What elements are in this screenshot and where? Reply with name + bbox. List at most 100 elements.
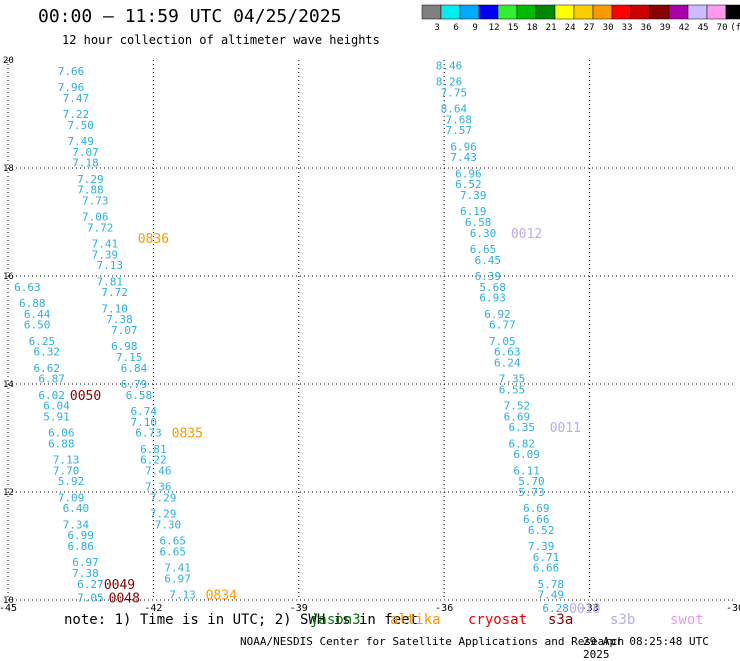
- wave-height-value: 6.24: [494, 356, 521, 369]
- wave-height-value: 7.50: [67, 119, 94, 132]
- wave-height-value: 7.29: [150, 491, 177, 504]
- colorbar-swatch: [725, 4, 740, 20]
- y-tick-label: 10: [3, 596, 14, 606]
- wave-height-value: 6.44: [24, 308, 51, 321]
- wave-height-value: 6.40: [63, 502, 90, 515]
- wave-height-value: 6.71: [533, 551, 560, 564]
- wave-height-value: 6.92: [484, 308, 511, 321]
- wave-height-value: 7.49: [67, 135, 94, 148]
- generated-timestamp: 29 Apr 08:25:48 UTC 2025: [583, 635, 709, 661]
- wave-height-value: 6.88: [19, 297, 46, 310]
- y-tick-label: 16: [3, 272, 14, 282]
- wave-height-value: 6.96: [455, 167, 482, 180]
- wave-height-value: 6.52: [455, 178, 482, 191]
- wave-height-value: 6.39: [475, 270, 502, 283]
- wave-height-value: 7.75: [441, 86, 468, 99]
- x-tick-label: -45: [0, 603, 17, 614]
- wave-height-value: 6.11: [513, 464, 540, 477]
- colorbar-label: 27: [584, 23, 595, 33]
- wave-height-value: 7.29: [150, 508, 177, 521]
- y-tick-label: 12: [3, 488, 14, 498]
- x-tick-label: -33: [581, 603, 599, 614]
- mission-legend-s3a: s3a: [548, 612, 574, 628]
- colorbar-swatch: [649, 4, 670, 20]
- wave-height-value: 6.69: [523, 502, 550, 515]
- wave-height-value: 6.96: [450, 140, 477, 153]
- pass-time-label: 0049: [104, 578, 135, 593]
- colorbar-swatch: [421, 4, 442, 20]
- wave-height-value: 7.39: [92, 248, 119, 261]
- wave-height-value: 7.72: [87, 221, 114, 234]
- wave-height-value: 7.39: [460, 189, 487, 202]
- wave-height-value: 6.63: [14, 281, 41, 294]
- colorbar-swatch: [668, 4, 689, 20]
- pass-time-label: 0048: [109, 591, 140, 606]
- colorbar-swatch: [573, 4, 594, 20]
- pass-time-label: 0011: [550, 421, 581, 436]
- colorbar-label: 18: [527, 23, 538, 33]
- wave-height-value: 5.91: [43, 410, 70, 423]
- wave-height-value: 6.66: [533, 562, 560, 575]
- colorbar-swatch: [706, 4, 727, 20]
- wave-height-value: 7.18: [72, 157, 99, 170]
- wave-height-value: 6.22: [140, 454, 167, 467]
- wave-height-value: 7.13: [53, 454, 80, 467]
- wave-height-value: 6.84: [121, 362, 148, 375]
- wave-height-value: 6.04: [43, 400, 70, 413]
- wave-height-value: 6.52: [528, 524, 555, 537]
- colorbar-label: 3: [434, 23, 439, 33]
- wave-height-value: 7.49: [538, 589, 565, 602]
- colorbar-label: 45: [698, 23, 709, 33]
- wave-height-value: 7.73: [82, 194, 109, 207]
- wave-height-value: 5.68: [479, 281, 506, 294]
- x-tick-label: -42: [144, 603, 162, 614]
- wave-height-value: 6.65: [160, 545, 187, 558]
- x-tick-label: -36: [435, 603, 453, 614]
- wave-height-value: 6.25: [29, 335, 56, 348]
- y-tick-label: 18: [3, 164, 14, 174]
- wave-height-value: 6.09: [513, 448, 540, 461]
- wave-height-value: 6.93: [479, 292, 506, 305]
- wave-height-value: 7.88: [77, 184, 104, 197]
- wave-height-value: 6.97: [72, 556, 99, 569]
- wave-height-value: 6.77: [489, 319, 516, 332]
- wave-height-value: 5.78: [538, 578, 565, 591]
- mission-legend-cryosat: cryosat: [468, 612, 528, 628]
- wave-height-value: 6.74: [130, 405, 157, 418]
- mission-legend-jason3: jason3: [310, 612, 361, 628]
- wave-height-value: 5.92: [58, 475, 85, 488]
- pass-time-label: 0012: [511, 227, 542, 242]
- colorbar-label: 12: [489, 23, 500, 33]
- wave-height-value: 7.81: [97, 275, 124, 288]
- colorbar-swatch: [440, 4, 461, 20]
- wave-height-value: 6.02: [38, 389, 65, 402]
- wave-height-value: 5.70: [518, 475, 545, 488]
- wave-height-value: 7.36: [145, 481, 172, 494]
- wave-height-value: 6.65: [470, 243, 497, 256]
- y-tick-label: 20: [3, 56, 14, 66]
- colorbar-swatch: [630, 4, 651, 20]
- pass-time-label: 0050: [70, 389, 101, 404]
- wave-height-value: 8.26: [436, 76, 463, 89]
- wave-height-value: 6.63: [494, 346, 521, 359]
- wave-height-value: 6.69: [504, 410, 531, 423]
- wave-height-value: 7.41: [92, 238, 119, 251]
- wave-height-value: 6.73: [135, 427, 162, 440]
- wave-height-value: 6.27: [77, 578, 104, 591]
- colorbar-label: 24: [565, 23, 576, 33]
- wave-height-value: 7.10: [101, 302, 128, 315]
- pass-time-label: 0835: [172, 427, 203, 442]
- wave-height-value: 6.65: [160, 535, 187, 548]
- wave-height-value: 6.06: [48, 427, 75, 440]
- wave-height-value: 7.38: [72, 567, 99, 580]
- wave-height-value: 7.43: [450, 151, 477, 164]
- wave-height-value: 6.82: [508, 437, 535, 450]
- chart-subtitle: 12 hour collection of altimeter wave hei…: [62, 33, 380, 47]
- colorbar-label: 39: [660, 23, 671, 33]
- wave-height-value: 6.98: [111, 340, 138, 353]
- wave-height-value: 6.28: [542, 602, 569, 615]
- pass-time-label: 0834: [206, 589, 237, 604]
- wave-height-value: 6.79: [121, 378, 148, 391]
- x-tick-label: -39: [290, 603, 308, 614]
- colorbar-swatch: [554, 4, 575, 20]
